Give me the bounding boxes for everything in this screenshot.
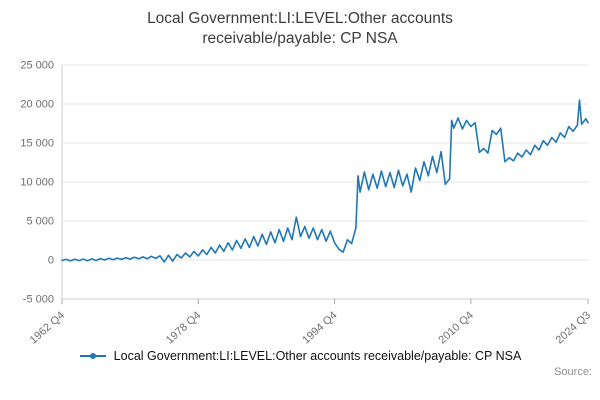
- legend: Local Government:LI:LEVEL:Other accounts…: [0, 349, 600, 363]
- legend-marker-dot: [89, 353, 96, 359]
- source-label: Source:: [554, 366, 592, 378]
- chart-title-line-1: Local Government:LI:LEVEL:Other accounts: [147, 10, 453, 27]
- legend-marker-icon: [79, 353, 106, 359]
- y-tick-label: -5 000: [23, 294, 54, 306]
- x-tick-label: 2024 Q3: [554, 309, 593, 346]
- x-tick-label: 2010 Q4: [436, 309, 475, 346]
- y-tick-label: 25 000: [20, 60, 54, 72]
- x-tick-label: 1962 Q4: [28, 309, 67, 346]
- x-tick-label: 1978 Q4: [164, 309, 203, 346]
- y-tick-label: 20 000: [20, 99, 54, 111]
- x-tick-label: 1994 Q4: [300, 309, 339, 346]
- y-tick-label: 10 000: [20, 177, 54, 189]
- chart-svg: 25 000 20 000 15 000 10 000 5 000 0 -5 000 1962…: [20, 60, 593, 347]
- legend-label[interactable]: Local Government:LI:LEVEL:Other accounts…: [113, 349, 522, 363]
- series-line: [61, 99, 589, 263]
- y-tick-label: 0: [48, 255, 54, 267]
- y-tick-label: 15 000: [20, 138, 54, 150]
- y-tick-label: 5 000: [26, 216, 54, 228]
- chart-title: Local Government:LI:LEVEL:Other accounts…: [0, 0, 600, 53]
- chart-title-line-2: receivable/payable: CP NSA: [202, 30, 398, 48]
